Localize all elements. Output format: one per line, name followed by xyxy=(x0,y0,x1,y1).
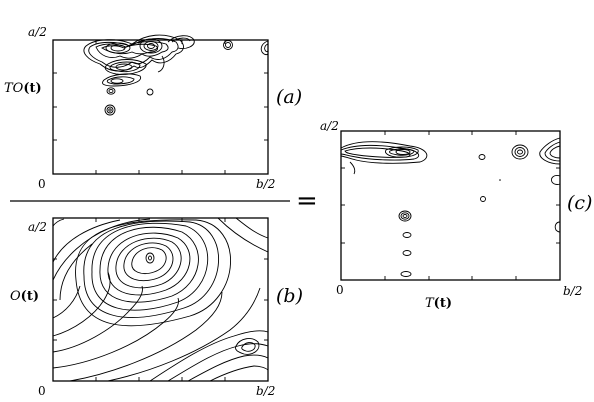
panel-b-contours xyxy=(52,217,269,382)
panel-a-frame xyxy=(52,39,269,175)
panel-b-frame xyxy=(52,217,269,382)
panel-b-y-axis-label: O(t) xyxy=(10,290,39,303)
panel-a-y-axis-label: TO(t) xyxy=(4,82,42,95)
panel-c-ytop-label: a/2 xyxy=(320,119,339,133)
panel-c-frame xyxy=(340,130,561,281)
panel-c-x-origin-label: 0 xyxy=(336,283,344,297)
panel-a-contours xyxy=(83,34,269,116)
panel-a-ticks xyxy=(52,40,268,174)
panel-c-tag: (c) xyxy=(567,192,593,214)
panel-b-ytop-label: a/2 xyxy=(28,220,47,234)
panel-c-x-arg: (t) xyxy=(433,296,452,311)
panel-a-tag: (a) xyxy=(276,86,303,108)
panel-a-x-origin-label: 0 xyxy=(38,177,46,191)
panel-b-y-arg: (t) xyxy=(20,289,39,304)
panel-c-ticks xyxy=(341,131,560,280)
panel-a-y-name: TO xyxy=(4,81,24,96)
panel-a-y-arg: (t) xyxy=(23,81,42,96)
panel-c-x-end-label: b/2 xyxy=(563,284,583,298)
panel-c-x-name: T xyxy=(425,296,434,311)
panel-b-y-name: O xyxy=(10,289,21,304)
panel-a-ytop-label: a/2 xyxy=(28,25,47,39)
panel-a-x-end-label: b/2 xyxy=(256,177,276,191)
panel-c-dot xyxy=(499,179,501,181)
panel-c-contours xyxy=(340,137,561,277)
panel-b-x-origin-label: 0 xyxy=(38,384,46,398)
panel-c-x-axis-label: T(t) xyxy=(425,297,452,310)
equals-sign: = xyxy=(296,186,318,216)
panel-b-tag: (b) xyxy=(276,285,303,307)
panel-b-x-end-label: b/2 xyxy=(256,384,276,398)
